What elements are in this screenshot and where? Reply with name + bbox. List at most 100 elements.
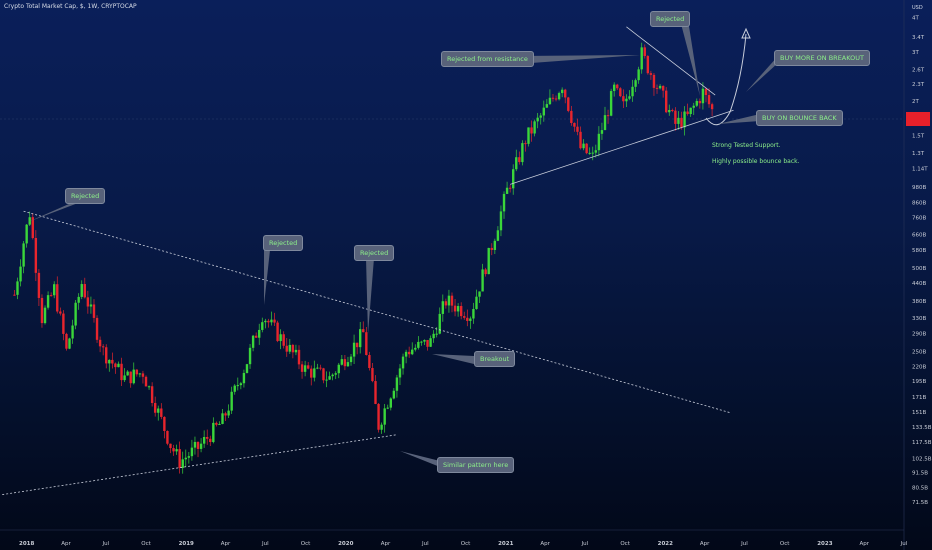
y-axis: 4T 3.4T 3T 2.6T 2.3T 2T 1.5T 1.3T 1.14T 980B 860B 7…: [903, 0, 932, 550]
candle-body: [493, 240, 497, 250]
candle-body: [264, 320, 267, 323]
candle-body: [649, 73, 653, 75]
candle-body: [429, 338, 432, 347]
candle-body: [34, 238, 38, 273]
x-axis: 2018 Apr Jul Oct 2019 Apr Jul Oct 2020 Apr Jul Oct 2…: [0, 529, 908, 547]
candle-body: [16, 281, 19, 295]
candle-body: [362, 329, 365, 333]
candle-body: [456, 306, 460, 312]
candle-body: [570, 110, 573, 123]
candle-body: [438, 313, 441, 334]
candle-body: [166, 431, 169, 444]
candle-body: [325, 379, 328, 381]
candle-body: [202, 436, 206, 444]
candle-body: [37, 272, 41, 298]
candle-body: [313, 368, 316, 378]
candle-body: [588, 152, 591, 154]
candle-body: [306, 365, 310, 369]
candle-body: [218, 423, 221, 425]
label-rejected-2019: Rejected: [263, 235, 304, 251]
candle-body: [573, 122, 576, 127]
candle-body: [567, 97, 570, 111]
candle-body: [169, 443, 172, 449]
candle-body: [463, 316, 466, 318]
candle-body: [447, 295, 451, 306]
chart-title: Crypto Total Market Cap, $, 1W, CRYPTOCA…: [4, 3, 137, 10]
candle-body: [680, 117, 683, 128]
y-tick-label: 760B: [912, 215, 926, 221]
candle-body: [658, 85, 662, 89]
candle-body: [622, 96, 625, 102]
candle-body: [404, 351, 408, 357]
candle-body: [258, 329, 261, 338]
candle-body: [582, 143, 585, 149]
candle-body: [698, 100, 702, 104]
candle-body: [65, 333, 68, 349]
candle-body: [123, 375, 126, 381]
candle-body: [530, 127, 533, 134]
label-buy-breakout: BUY MORE ON BREAKOUT: [774, 50, 870, 66]
candle-body: [319, 367, 322, 369]
candle-body: [230, 391, 233, 411]
candle-body: [303, 365, 307, 372]
candle-body: [616, 84, 619, 89]
x-tick-label: Jul: [421, 541, 429, 547]
candle-body: [643, 47, 646, 57]
candle-body: [689, 107, 692, 115]
candle-body: [401, 356, 405, 369]
candle-body: [132, 369, 135, 384]
y-tick-label: 290B: [912, 331, 926, 337]
candle-body: [515, 157, 518, 170]
candle-body: [111, 359, 114, 364]
candle-body: [603, 115, 607, 131]
candle-body: [206, 436, 209, 439]
candle-body: [138, 373, 142, 375]
candle-body: [524, 143, 527, 145]
x-tick-label: Apr: [859, 541, 869, 547]
candle-body: [423, 339, 426, 342]
candle-body: [389, 398, 393, 408]
candle-body: [178, 449, 181, 468]
y-tick-label: 80.5B: [912, 486, 928, 492]
candle-body: [597, 133, 601, 151]
y-tick-label: 91.5B: [912, 470, 928, 476]
candle-body: [276, 322, 279, 342]
y-tick-label: 4T: [912, 15, 919, 21]
candle-body: [71, 325, 74, 339]
candle-body: [548, 97, 552, 105]
trendline: [2, 434, 397, 496]
candle-body: [542, 107, 545, 116]
candle-body: [368, 355, 371, 369]
candle-body: [450, 295, 454, 306]
y-tick-label: 1.5T: [912, 134, 925, 140]
y-tick-label: 660B: [912, 232, 926, 238]
candle-body: [701, 88, 705, 104]
pointer-rejected-2020: [366, 258, 374, 334]
candle-body: [646, 56, 650, 74]
candle-body: [147, 386, 151, 388]
candle-body: [209, 438, 212, 443]
trendlines: [2, 26, 751, 496]
candle-body: [674, 110, 677, 124]
candle-body: [576, 126, 579, 132]
candle-body: [371, 368, 374, 382]
candle-body: [533, 121, 536, 134]
current-price-tag: [906, 112, 930, 126]
candle-body: [594, 150, 598, 153]
candle-body: [564, 89, 567, 98]
x-tick-label: Jul: [581, 541, 589, 547]
candle-body: [108, 359, 111, 364]
y-tick-label: 860B: [912, 201, 926, 207]
x-tick-label: Jul: [101, 541, 109, 547]
candle-body: [135, 369, 139, 375]
candle-body: [331, 374, 334, 377]
candle-body: [441, 301, 445, 314]
candle-body: [53, 284, 56, 296]
candle-body: [407, 351, 411, 355]
candle-body: [640, 47, 643, 70]
trendline: [23, 210, 731, 414]
candle-body: [386, 407, 389, 409]
candle-body: [539, 115, 542, 118]
